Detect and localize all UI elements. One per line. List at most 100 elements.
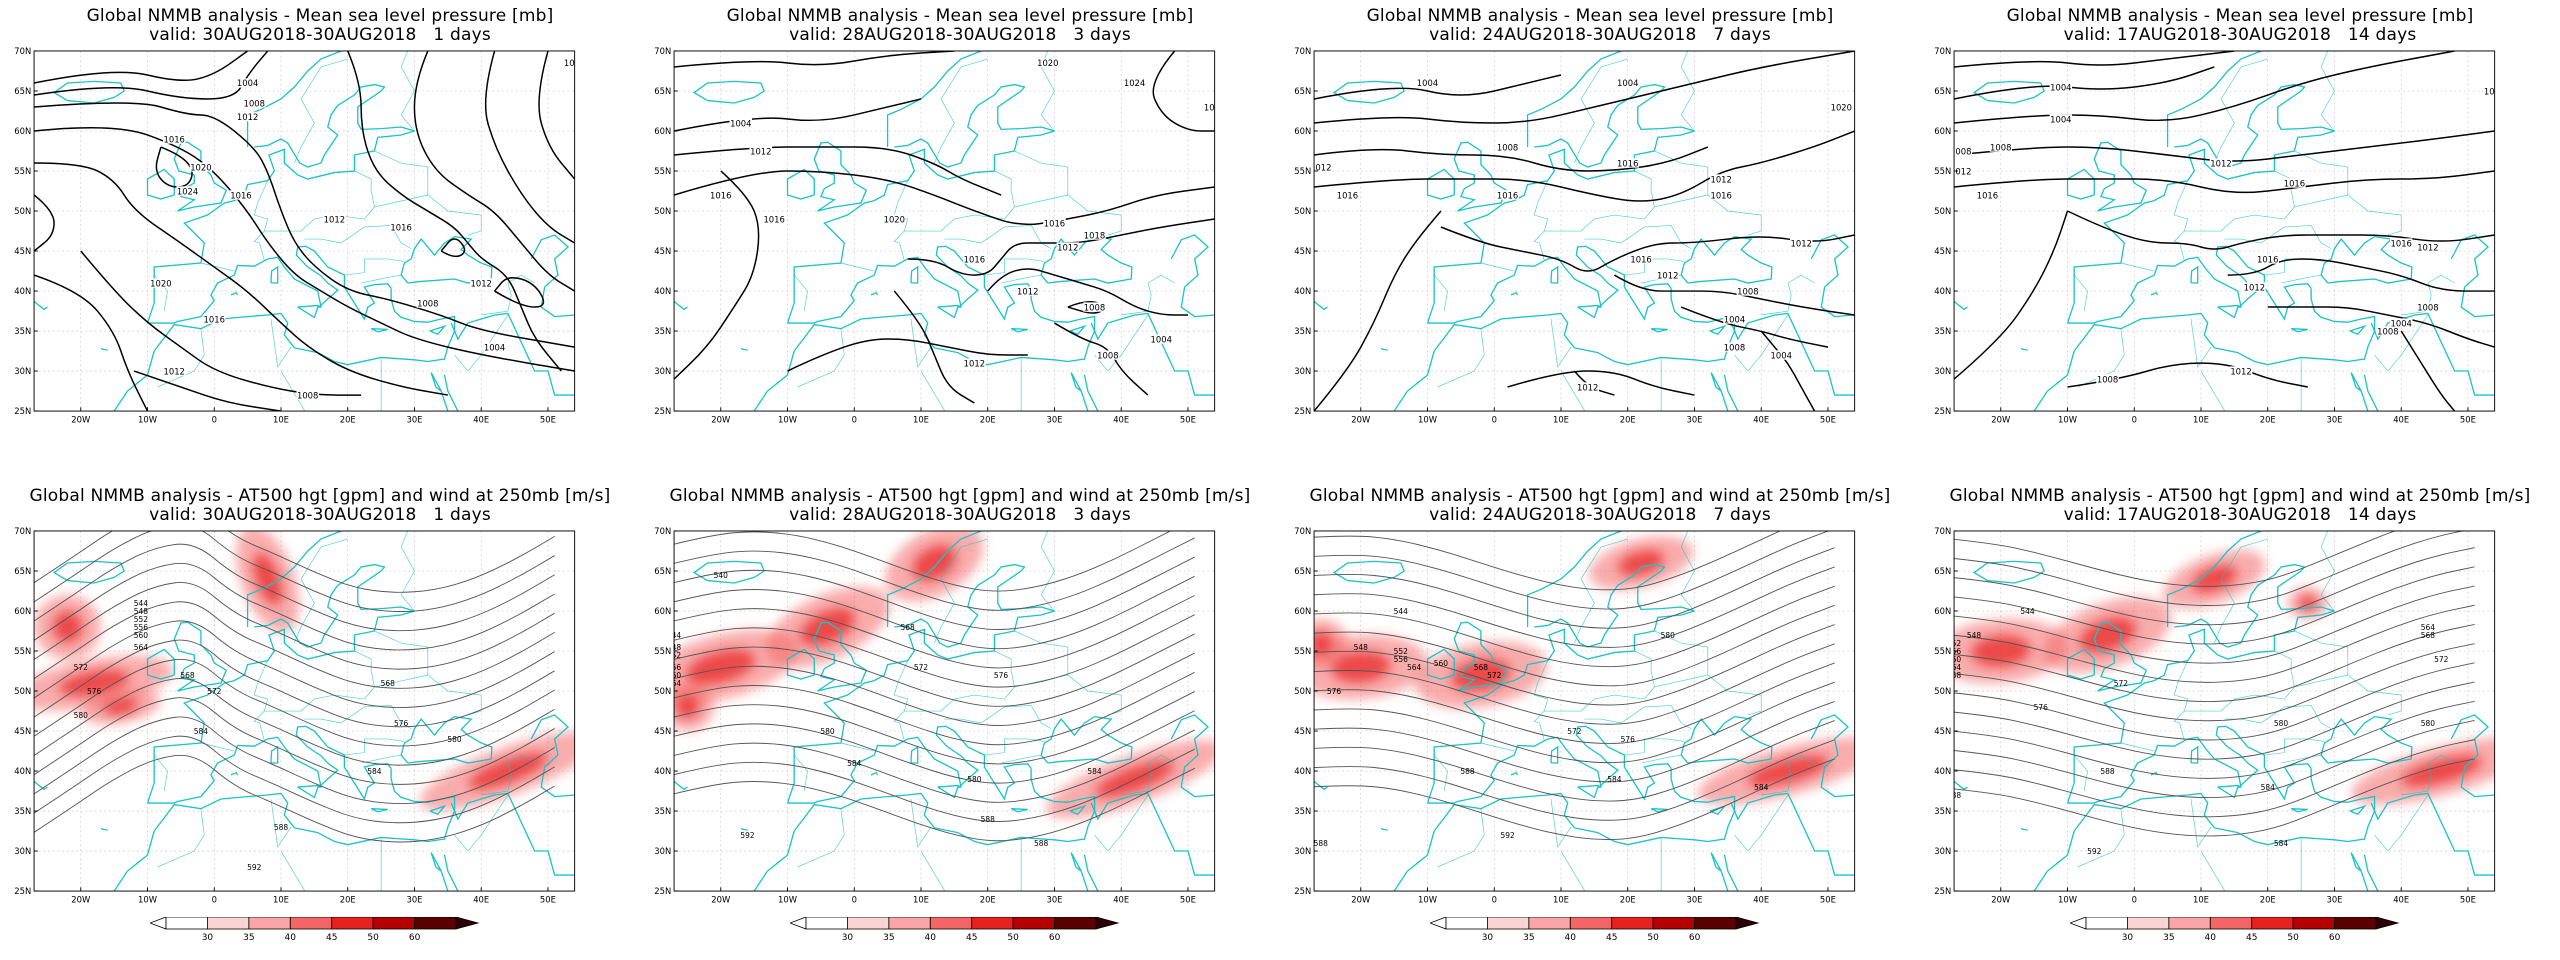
isobar bbox=[1440, 226, 1855, 272]
hgt-wind-panel: Global NMMB analysis - AT500 hgt [gpm] a… bbox=[1280, 480, 1920, 960]
coastline bbox=[1510, 771, 1519, 776]
coastline bbox=[1170, 234, 1215, 318]
colorbar-tick-label: 45 bbox=[2246, 933, 2257, 943]
country-border bbox=[1761, 282, 1792, 316]
isobar bbox=[80, 250, 362, 396]
height-label: 552 bbox=[1947, 639, 1961, 648]
country-border bbox=[1624, 738, 1685, 756]
isobar-label: 1020 bbox=[884, 214, 905, 224]
colorbar-swatch bbox=[1487, 917, 1530, 930]
longitude-tick-label: 20E bbox=[1620, 414, 1636, 424]
coastline bbox=[910, 265, 919, 284]
coastline bbox=[146, 610, 415, 804]
colorbar-tick-label: 30 bbox=[2122, 933, 2134, 943]
coastline bbox=[786, 168, 815, 200]
country-border bbox=[1787, 274, 1815, 284]
isobar bbox=[34, 102, 575, 348]
country-border bbox=[1654, 150, 1709, 196]
country-border bbox=[304, 705, 412, 729]
isobar bbox=[34, 274, 149, 412]
height-label: 584 bbox=[1087, 767, 1102, 776]
coastline bbox=[2350, 852, 2369, 892]
height-contour bbox=[674, 652, 1195, 726]
country-border bbox=[1550, 798, 1572, 848]
country-border bbox=[2224, 225, 2332, 249]
panel-valid-period: valid: 30AUG2018-30AUG2018 1 days bbox=[149, 25, 491, 45]
isobar-label: 1012 bbox=[2230, 366, 2251, 376]
coastline bbox=[1314, 300, 1328, 311]
country-border bbox=[1147, 754, 1175, 764]
coastline bbox=[2066, 648, 2095, 680]
colorbar-swatch bbox=[888, 917, 931, 930]
isobar bbox=[538, 50, 575, 180]
country-border bbox=[374, 150, 429, 196]
height-contour bbox=[34, 697, 555, 785]
colorbar-swatch bbox=[805, 917, 848, 930]
height-contour bbox=[1314, 739, 1835, 821]
coastline bbox=[2093, 621, 2148, 692]
height-contour bbox=[34, 543, 555, 632]
height-contour bbox=[1954, 758, 2475, 837]
coastline bbox=[100, 828, 108, 831]
colorbar-tick-label: 35 bbox=[243, 933, 254, 943]
height-label: 588 bbox=[1947, 791, 1962, 800]
height-contour bbox=[1314, 700, 1835, 783]
height-contour bbox=[1314, 585, 1835, 668]
isobar-label: 1008 bbox=[1737, 286, 1758, 296]
isobar-label: 1012 bbox=[1710, 174, 1731, 184]
country-border bbox=[157, 808, 205, 868]
panel-valid-period: valid: 30AUG2018-30AUG2018 1 days bbox=[149, 505, 491, 525]
country-border bbox=[2200, 850, 2226, 892]
height-contour bbox=[34, 754, 555, 843]
isobar-label: 1018 bbox=[1084, 230, 1105, 240]
colorbar-swatch bbox=[1694, 917, 1737, 930]
height-label: 588 bbox=[1460, 767, 1475, 776]
country-border bbox=[344, 738, 405, 756]
colorbar-swatch bbox=[2292, 917, 2335, 930]
height-label: 540 bbox=[714, 571, 729, 580]
country-border bbox=[1680, 50, 1695, 132]
isobar bbox=[34, 162, 448, 396]
country-border bbox=[2427, 274, 2455, 284]
height-label: 588 bbox=[1314, 839, 1329, 848]
height-label: 556 bbox=[667, 663, 682, 672]
isobar-label: 1016 bbox=[164, 134, 185, 144]
colorbar-swatch bbox=[1445, 917, 1488, 930]
longitude-tick-label: 10E bbox=[2193, 414, 2209, 424]
height-contour bbox=[1314, 530, 1782, 591]
isobar-label: 1012 bbox=[471, 278, 492, 288]
longitude-tick-label: 20W bbox=[711, 414, 731, 424]
country-border bbox=[2320, 50, 2335, 132]
map-plot: 1004 1008 1012 1016 1020 1024 1016 1012 1020 1016… bbox=[14, 46, 576, 424]
coastline bbox=[1710, 372, 1722, 392]
coastline bbox=[52, 560, 125, 584]
longitude-tick-label: 20W bbox=[1991, 414, 2011, 424]
country-border bbox=[481, 282, 512, 316]
isobar bbox=[1954, 66, 2215, 100]
height-label: 576 bbox=[1327, 687, 1342, 696]
coastline bbox=[2190, 265, 2199, 284]
colorbar-swatch bbox=[1528, 917, 1571, 930]
height-contour bbox=[34, 716, 555, 805]
coastline bbox=[147, 245, 392, 324]
height-contour bbox=[1954, 547, 2475, 626]
coastline bbox=[430, 372, 442, 392]
isobar-label: 1008 bbox=[244, 98, 265, 108]
coastline bbox=[1393, 288, 1736, 412]
longitude-tick-label: 20W bbox=[1991, 894, 2011, 904]
coastline bbox=[2190, 745, 2199, 764]
coastline bbox=[1380, 348, 1388, 351]
latitude-tick-label: 70N bbox=[1934, 526, 1951, 536]
latitude-tick-label: 45N bbox=[14, 246, 31, 256]
jet-core bbox=[52, 610, 83, 644]
country-border bbox=[2281, 754, 2322, 764]
longitude-tick-label: 20E bbox=[980, 414, 996, 424]
longitude-tick-label: 40E bbox=[1753, 414, 1769, 424]
latitude-tick-label: 65N bbox=[14, 566, 31, 576]
colorbar-tick-label: 60 bbox=[1049, 933, 1061, 943]
coastline bbox=[2349, 324, 2367, 336]
coastline bbox=[753, 288, 1096, 412]
longitude-tick-label: 50E bbox=[540, 414, 556, 424]
height-contour bbox=[1954, 623, 2475, 703]
country-border bbox=[1734, 794, 1789, 852]
